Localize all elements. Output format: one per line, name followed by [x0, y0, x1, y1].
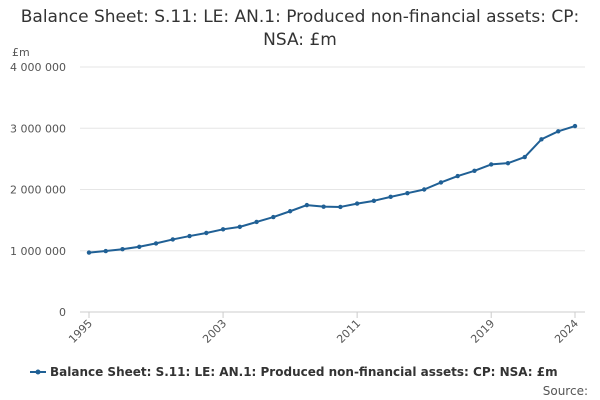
- y-tick-label: 3 000 000: [10, 122, 66, 135]
- data-point: [271, 214, 276, 220]
- data-point: [405, 190, 410, 196]
- x-tick-label: 2011: [334, 317, 363, 346]
- series-line: [88, 125, 576, 254]
- x-tick-label: 2003: [200, 317, 229, 346]
- data-point: [187, 233, 192, 239]
- x-tick-label: 2019: [468, 317, 497, 346]
- data-point: [120, 247, 125, 252]
- y-tick-label: 4 000 000: [10, 61, 66, 74]
- data-point: [287, 209, 293, 214]
- legend-marker-swatch: [35, 369, 41, 375]
- legend: Balance Sheet: S.11: LE: AN.1: Produced …: [30, 365, 558, 379]
- y-tick-label: 2 000 000: [10, 184, 66, 197]
- data-point: [204, 230, 209, 236]
- data-point: [421, 187, 427, 192]
- data-point: [354, 201, 360, 206]
- data-point: [556, 129, 561, 134]
- data-point: [489, 162, 494, 167]
- data-point: [321, 204, 326, 209]
- y-tick-label: 0: [59, 306, 66, 319]
- y-axis-unit-label: £m: [12, 46, 30, 59]
- axes: 0 1 000 000 2 000 000 3 000 000 4 000 000 199…: [10, 61, 585, 346]
- data-point: [388, 194, 393, 200]
- y-tick-label: 1 000 000: [10, 245, 66, 258]
- chart-title: Balance Sheet: S.11: LE: AN.1: Produced …: [20, 7, 580, 50]
- data-point: [455, 173, 460, 179]
- data-point: [220, 227, 226, 232]
- data-point: [338, 204, 343, 210]
- data-point: [254, 219, 259, 225]
- data-point: [539, 137, 544, 142]
- x-tick-label: 2024: [552, 317, 581, 346]
- x-tick-label: 1995: [66, 317, 95, 346]
- data-point: [103, 248, 108, 254]
- gridlines: [80, 66, 585, 252]
- data-point: [86, 250, 92, 255]
- data-point: [438, 180, 444, 185]
- data-point: [371, 198, 377, 204]
- data-point: [237, 224, 243, 230]
- data-point: [153, 241, 159, 246]
- data-point: [304, 202, 310, 208]
- source-label: Source:: [543, 384, 588, 398]
- data-point: [137, 244, 142, 249]
- data-point: [505, 160, 511, 166]
- legend-label: Balance Sheet: S.11: LE: AN.1: Produced …: [50, 365, 558, 379]
- series-layer: [86, 123, 578, 255]
- data-point: [472, 168, 477, 174]
- data-point: [572, 123, 578, 129]
- data-point: [522, 154, 527, 160]
- data-point: [170, 237, 175, 242]
